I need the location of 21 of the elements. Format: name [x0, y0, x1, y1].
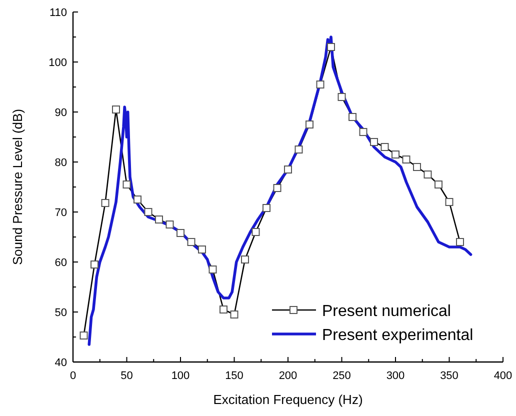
x-axis-title: Excitation Frequency (Hz)	[213, 392, 363, 407]
x-tick-label: 250	[332, 370, 351, 382]
legend-label: Present experimental	[322, 327, 474, 344]
y-tick-label: 40	[54, 357, 67, 369]
x-tick-label: 300	[386, 370, 405, 382]
legend-label: Present numerical	[322, 303, 451, 320]
y-axis-title: Sound Pressure Level (dB)	[10, 108, 25, 266]
x-tick-label: 150	[225, 370, 244, 382]
y-tick-label: 90	[54, 107, 67, 119]
y-tick-label: 70	[54, 207, 67, 219]
y-tick-label: 100	[48, 57, 67, 69]
y-tick-label: 80	[54, 157, 67, 169]
y-tick-label: 110	[49, 7, 67, 19]
x-tick-label: 350	[440, 370, 458, 382]
y-tick-label: 50	[54, 307, 67, 319]
x-tick-label: 0	[70, 370, 76, 382]
x-tick-label: 100	[171, 370, 190, 382]
x-tick-label: 400	[494, 370, 512, 382]
x-tick-label: 200	[278, 370, 298, 382]
y-tick-label: 60	[54, 257, 67, 269]
x-tick-label: 50	[120, 370, 133, 382]
